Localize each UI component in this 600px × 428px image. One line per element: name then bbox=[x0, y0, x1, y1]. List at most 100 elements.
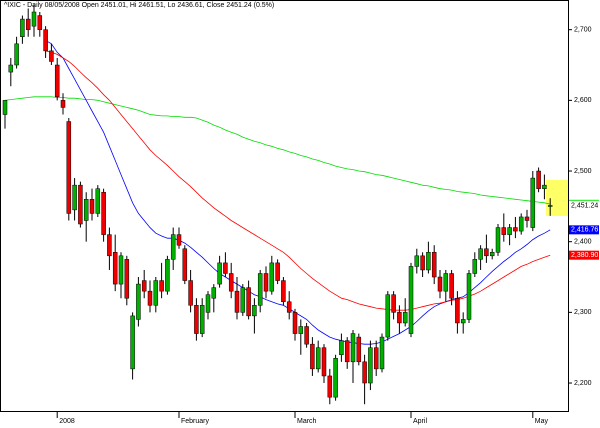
highlight-box bbox=[546, 180, 568, 216]
candle-body bbox=[83, 199, 89, 221]
candle-body bbox=[141, 280, 147, 292]
candle-body bbox=[344, 340, 350, 363]
candle-body bbox=[107, 234, 112, 257]
candle-body bbox=[199, 305, 205, 334]
candle-body bbox=[321, 347, 327, 377]
y-tick-label: 2,600 bbox=[574, 97, 592, 104]
candle-body bbox=[263, 273, 269, 292]
candle-body bbox=[205, 294, 211, 313]
candle-body bbox=[60, 100, 66, 108]
candle-body bbox=[194, 305, 199, 334]
candle-body bbox=[37, 15, 43, 30]
candle-body bbox=[54, 64, 60, 98]
candle-body bbox=[333, 358, 338, 398]
candle-body bbox=[31, 11, 37, 27]
chart-title: ^IXIC - Daily 08/05/2008 Open 2451.01, H… bbox=[4, 2, 274, 9]
candle-body bbox=[112, 252, 118, 285]
candle-body bbox=[530, 177, 536, 228]
candle-body bbox=[368, 347, 373, 384]
y-tick-label: 2,200 bbox=[574, 380, 592, 387]
moving-average-line bbox=[45, 39, 551, 345]
candle-body bbox=[136, 283, 141, 320]
x-tick-label: 2008 bbox=[59, 418, 75, 425]
price-label: 2,451.24 bbox=[571, 202, 598, 209]
candle-body bbox=[501, 227, 507, 235]
candle-body bbox=[472, 259, 478, 274]
candle-body bbox=[286, 301, 292, 313]
candle-body bbox=[217, 262, 222, 285]
candle-body bbox=[240, 287, 246, 313]
candle-body bbox=[466, 273, 472, 320]
y-tick-label: 2,700 bbox=[574, 27, 592, 34]
x-tick-label: May bbox=[535, 418, 549, 425]
price-label-box bbox=[569, 200, 599, 210]
candle-body bbox=[391, 294, 396, 313]
candle-body bbox=[507, 227, 512, 235]
candle-body bbox=[101, 191, 106, 235]
candle-body bbox=[78, 184, 83, 225]
candle-body bbox=[339, 340, 344, 356]
y-tick-label: 2,300 bbox=[574, 309, 592, 316]
candle-body bbox=[379, 336, 385, 370]
candle-body bbox=[165, 259, 170, 292]
candle-body bbox=[147, 290, 153, 306]
candle-body bbox=[542, 184, 547, 189]
candle-body bbox=[8, 64, 14, 73]
candle-body bbox=[252, 305, 257, 317]
candle-body bbox=[95, 188, 101, 214]
moving-average-line bbox=[4, 96, 551, 205]
candle-body bbox=[536, 170, 541, 189]
candle-body bbox=[385, 294, 391, 338]
candle-body bbox=[275, 262, 280, 281]
candle-body bbox=[43, 29, 48, 52]
candle-body bbox=[356, 336, 362, 363]
candle-body bbox=[257, 273, 263, 306]
candle-body bbox=[489, 252, 495, 257]
candle-body bbox=[304, 326, 309, 345]
price-label-box bbox=[569, 225, 599, 235]
candle-body bbox=[455, 297, 460, 324]
candle-body bbox=[124, 259, 130, 299]
candle-body bbox=[269, 262, 275, 292]
candle-body bbox=[460, 319, 466, 324]
candle-body bbox=[234, 290, 240, 313]
candle-body bbox=[281, 280, 286, 303]
candle-body bbox=[20, 18, 25, 37]
candle-body bbox=[426, 252, 431, 271]
candle-body bbox=[159, 280, 164, 292]
candle-body bbox=[373, 347, 379, 370]
candle-body bbox=[484, 248, 489, 257]
candle-body bbox=[153, 280, 159, 306]
candle-body bbox=[49, 50, 54, 62]
candle-body bbox=[327, 375, 333, 398]
candle-body bbox=[2, 100, 8, 115]
y-tick-label: 2,500 bbox=[574, 168, 592, 175]
candle-body bbox=[246, 287, 251, 317]
candle-body bbox=[25, 18, 31, 30]
candle-body bbox=[362, 361, 367, 384]
candle-body bbox=[14, 43, 19, 66]
candle-body bbox=[223, 262, 228, 274]
candle-body bbox=[292, 312, 298, 334]
candle-body bbox=[176, 234, 182, 246]
price-label-box bbox=[569, 250, 599, 260]
moving-average-line bbox=[45, 50, 551, 311]
candle-body bbox=[118, 255, 124, 285]
candle-body bbox=[449, 273, 454, 299]
x-tick-label: February bbox=[181, 418, 210, 425]
candle-body bbox=[437, 276, 443, 292]
y-tick-label: 2,400 bbox=[574, 239, 592, 246]
plot-frame bbox=[0, 0, 569, 412]
candle-body bbox=[420, 255, 425, 271]
candle-body bbox=[414, 255, 420, 267]
candle-body bbox=[182, 248, 188, 281]
candle-body bbox=[518, 216, 524, 232]
x-tick-label: April bbox=[413, 418, 427, 425]
candle-body bbox=[397, 312, 402, 324]
x-tick-label: March bbox=[297, 418, 317, 425]
candle-body bbox=[478, 248, 483, 260]
price-label: 2,380.90 bbox=[571, 252, 598, 259]
candle-body bbox=[402, 312, 408, 324]
candle-body bbox=[170, 234, 176, 260]
